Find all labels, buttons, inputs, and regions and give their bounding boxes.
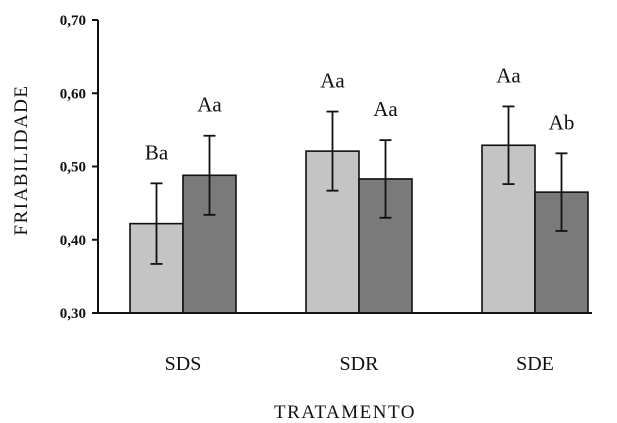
y-tick-label: 0,50 [60,160,86,176]
x-category-label: SDR [340,353,380,375]
bar [182,174,237,314]
bars-layer [129,144,589,314]
significance-label: Aa [320,69,345,93]
significance-label: Aa [496,63,521,87]
significance-label: Aa [373,97,398,121]
x-axis-title: TRATAMENTO [274,402,416,423]
x-category-label: SDS [165,353,202,375]
y-tick-label: 0,30 [60,306,86,322]
y-tick-label: 0,70 [60,13,86,29]
y-axis-title: FRIABILIDADE [11,85,32,236]
y-ticks: 0,30 0,40 0,50 0,60 0,70 [60,13,98,322]
error-bars-layer [150,105,568,265]
significance-labels: Ba Aa Aa Aa Aa Ab [145,63,575,164]
y-tick-label: 0,60 [60,86,86,102]
significance-label: Aa [197,93,222,117]
x-category-label: SDE [516,353,554,375]
x-category-labels: SDS SDR SDE [165,353,554,375]
y-tick-label: 0,40 [60,233,86,249]
significance-label: Ba [145,140,169,164]
significance-label: Ab [549,110,575,134]
